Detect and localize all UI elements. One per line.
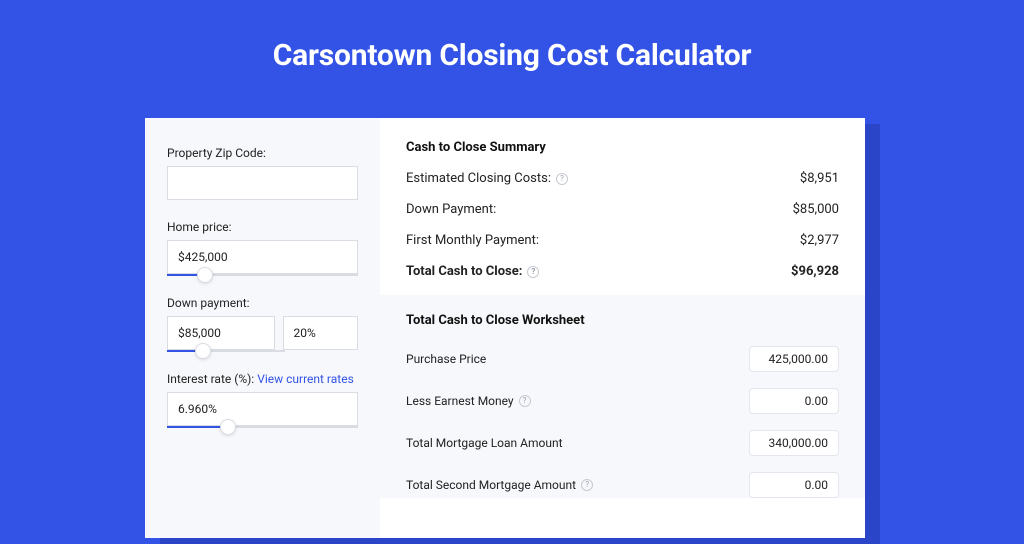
summary-label: First Monthly Payment: <box>406 233 539 248</box>
summary-label: Estimated Closing Costs: ? <box>406 171 568 186</box>
down-payment-slider-thumb[interactable] <box>195 343 211 359</box>
zip-field-group: Property Zip Code: <box>167 146 358 200</box>
home-price-field-group: Home price: <box>167 220 358 276</box>
interest-label-text: Interest rate (%): <box>167 372 257 386</box>
summary-label-text: Down Payment: <box>406 202 496 217</box>
worksheet-row: Total Second Mortgage Amount ? 0.00 <box>406 472 839 498</box>
zip-label: Property Zip Code: <box>167 146 358 160</box>
worksheet-label-text: Purchase Price <box>406 352 486 366</box>
home-price-slider-thumb[interactable] <box>197 267 213 283</box>
interest-field-group: Interest rate (%): View current rates <box>167 372 358 428</box>
worksheet-value[interactable]: 0.00 <box>749 472 839 498</box>
summary-value: $85,000 <box>793 202 839 217</box>
summary-label-text: First Monthly Payment: <box>406 233 539 248</box>
worksheet-row: Purchase Price 425,000.00 <box>406 346 839 372</box>
inputs-panel: Property Zip Code: Home price: Down paym… <box>145 118 380 538</box>
summary-total-label: Total Cash to Close: ? <box>406 264 539 279</box>
view-rates-link[interactable]: View current rates <box>257 372 354 386</box>
down-payment-amount-input[interactable] <box>167 316 275 350</box>
worksheet-value[interactable]: 340,000.00 <box>749 430 839 456</box>
worksheet-label-text: Total Second Mortgage Amount <box>406 478 576 492</box>
worksheet-value[interactable]: 0.00 <box>749 388 839 414</box>
home-price-input[interactable] <box>167 240 358 274</box>
worksheet-value[interactable]: 425,000.00 <box>749 346 839 372</box>
worksheet-panel: Total Cash to Close Worksheet Purchase P… <box>380 295 865 498</box>
summary-total-row: Total Cash to Close: ? $96,928 <box>406 264 839 279</box>
interest-slider[interactable] <box>167 426 358 428</box>
worksheet-label-text: Total Mortgage Loan Amount <box>406 436 563 450</box>
summary-total-value: $96,928 <box>791 264 839 279</box>
down-payment-field-group: Down payment: <box>167 296 358 352</box>
help-icon[interactable]: ? <box>527 266 539 278</box>
home-price-slider[interactable] <box>167 274 358 276</box>
worksheet-label: Total Mortgage Loan Amount <box>406 436 563 450</box>
interest-input[interactable] <box>167 392 358 426</box>
worksheet-label: Purchase Price <box>406 352 486 366</box>
worksheet-row: Total Mortgage Loan Amount 340,000.00 <box>406 430 839 456</box>
interest-label: Interest rate (%): View current rates <box>167 372 358 386</box>
calculator-card: Property Zip Code: Home price: Down paym… <box>145 118 865 538</box>
summary-title: Cash to Close Summary <box>406 140 839 155</box>
help-icon[interactable]: ? <box>556 173 568 185</box>
down-payment-pct-input[interactable] <box>283 316 358 350</box>
summary-value: $8,951 <box>800 171 839 186</box>
worksheet-title: Total Cash to Close Worksheet <box>406 313 839 328</box>
down-payment-slider[interactable] <box>167 350 285 352</box>
summary-row: Down Payment: $85,000 <box>406 202 839 217</box>
home-price-label: Home price: <box>167 220 358 234</box>
summary-total-label-text: Total Cash to Close: <box>406 264 522 279</box>
worksheet-label: Less Earnest Money ? <box>406 394 531 408</box>
worksheet-row: Less Earnest Money ? 0.00 <box>406 388 839 414</box>
page-title: Carsontown Closing Cost Calculator <box>0 0 1024 101</box>
interest-slider-fill <box>167 426 228 428</box>
worksheet-label: Total Second Mortgage Amount ? <box>406 478 593 492</box>
summary-row: Estimated Closing Costs: ? $8,951 <box>406 171 839 186</box>
results-panel: Cash to Close Summary Estimated Closing … <box>380 118 865 538</box>
help-icon[interactable]: ? <box>519 395 531 407</box>
zip-input[interactable] <box>167 166 358 200</box>
summary-value: $2,977 <box>800 233 839 248</box>
down-payment-label: Down payment: <box>167 296 358 310</box>
interest-slider-thumb[interactable] <box>220 419 236 435</box>
help-icon[interactable]: ? <box>581 479 593 491</box>
worksheet-label-text: Less Earnest Money <box>406 394 514 408</box>
summary-label-text: Estimated Closing Costs: <box>406 171 551 186</box>
summary-row: First Monthly Payment: $2,977 <box>406 233 839 248</box>
summary-label: Down Payment: <box>406 202 496 217</box>
